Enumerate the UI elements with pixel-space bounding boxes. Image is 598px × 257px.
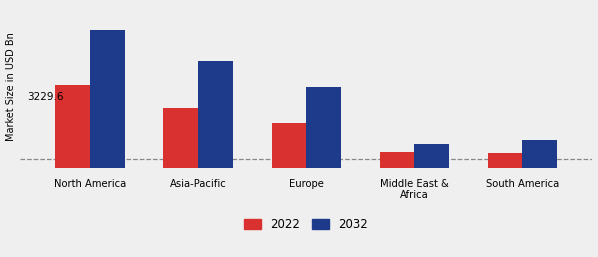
- Bar: [522, 141, 557, 168]
- Bar: [163, 108, 198, 168]
- Legend: 2022, 2032: 2022, 2032: [240, 213, 373, 236]
- Bar: [198, 61, 233, 168]
- Bar: [90, 30, 124, 168]
- Bar: [56, 85, 90, 168]
- Bar: [306, 87, 341, 168]
- Bar: [487, 153, 522, 168]
- Bar: [414, 144, 448, 168]
- Y-axis label: Market Size in USD Bn: Market Size in USD Bn: [5, 32, 16, 141]
- Bar: [271, 123, 306, 168]
- Bar: [380, 152, 414, 168]
- Text: 3229.6: 3229.6: [28, 92, 64, 102]
